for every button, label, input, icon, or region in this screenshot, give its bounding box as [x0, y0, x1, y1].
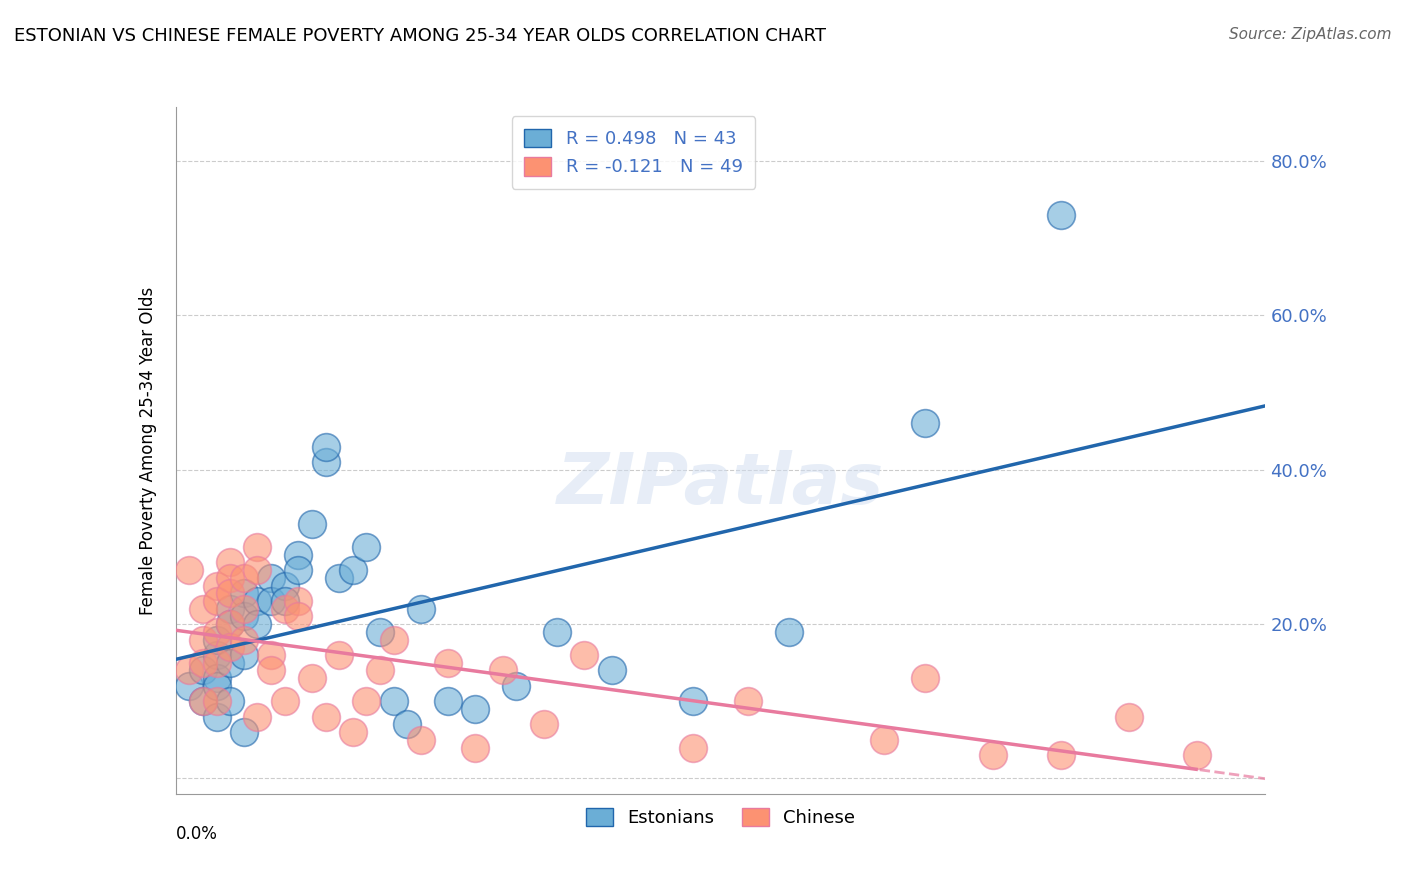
Point: [260, 594, 283, 608]
Point: [219, 571, 242, 585]
Point: [682, 694, 704, 708]
Point: [914, 417, 936, 431]
Point: [396, 717, 419, 731]
Point: [246, 563, 269, 577]
Point: [287, 609, 309, 624]
Point: [246, 540, 269, 554]
Point: [219, 617, 242, 632]
Point: [191, 694, 214, 708]
Point: [191, 656, 214, 670]
Point: [246, 617, 269, 632]
Point: [246, 709, 269, 723]
Point: [219, 640, 242, 655]
Legend: Estonians, Chinese: Estonians, Chinese: [574, 795, 868, 839]
Point: [232, 609, 254, 624]
Point: [1118, 709, 1140, 723]
Point: [232, 725, 254, 739]
Point: [205, 632, 228, 647]
Point: [219, 617, 242, 632]
Point: [191, 694, 214, 708]
Point: [219, 555, 242, 569]
Point: [260, 664, 283, 678]
Point: [356, 694, 378, 708]
Point: [437, 694, 460, 708]
Point: [464, 702, 486, 716]
Point: [205, 656, 228, 670]
Point: [382, 632, 405, 647]
Point: [287, 548, 309, 562]
Point: [205, 679, 228, 693]
Point: [274, 594, 297, 608]
Point: [328, 571, 350, 585]
Point: [232, 648, 254, 662]
Y-axis label: Female Poverty Among 25-34 Year Olds: Female Poverty Among 25-34 Year Olds: [139, 286, 157, 615]
Point: [274, 694, 297, 708]
Point: [1050, 748, 1073, 763]
Point: [409, 601, 432, 615]
Point: [437, 656, 460, 670]
Point: [1050, 208, 1073, 222]
Point: [342, 563, 364, 577]
Point: [179, 679, 201, 693]
Point: [205, 709, 228, 723]
Point: [464, 740, 486, 755]
Point: [873, 732, 896, 747]
Point: [1187, 748, 1209, 763]
Point: [505, 679, 527, 693]
Point: [368, 664, 391, 678]
Point: [232, 601, 254, 615]
Point: [315, 440, 337, 454]
Point: [778, 624, 800, 639]
Point: [600, 664, 623, 678]
Point: [301, 671, 323, 685]
Point: [232, 632, 254, 647]
Point: [301, 516, 323, 531]
Point: [205, 648, 228, 662]
Point: [274, 578, 297, 592]
Point: [260, 648, 283, 662]
Point: [219, 694, 242, 708]
Point: [260, 571, 283, 585]
Point: [232, 571, 254, 585]
Point: [409, 732, 432, 747]
Point: [179, 664, 201, 678]
Point: [205, 671, 228, 685]
Point: [342, 725, 364, 739]
Point: [356, 540, 378, 554]
Point: [287, 594, 309, 608]
Point: [315, 709, 337, 723]
Point: [232, 586, 254, 600]
Point: [191, 664, 214, 678]
Point: [219, 656, 242, 670]
Point: [274, 601, 297, 615]
Point: [205, 694, 228, 708]
Point: [682, 740, 704, 755]
Point: [533, 717, 555, 731]
Point: [246, 594, 269, 608]
Point: [205, 624, 228, 639]
Point: [981, 748, 1004, 763]
Point: [914, 671, 936, 685]
Point: [205, 594, 228, 608]
Text: Source: ZipAtlas.com: Source: ZipAtlas.com: [1229, 27, 1392, 42]
Text: ZIPatlas: ZIPatlas: [557, 450, 884, 519]
Point: [191, 632, 214, 647]
Point: [205, 578, 228, 592]
Point: [328, 648, 350, 662]
Point: [191, 601, 214, 615]
Point: [219, 601, 242, 615]
Point: [737, 694, 759, 708]
Point: [574, 648, 596, 662]
Text: ESTONIAN VS CHINESE FEMALE POVERTY AMONG 25-34 YEAR OLDS CORRELATION CHART: ESTONIAN VS CHINESE FEMALE POVERTY AMONG…: [14, 27, 827, 45]
Point: [368, 624, 391, 639]
Point: [179, 563, 201, 577]
Point: [315, 455, 337, 469]
Text: 0.0%: 0.0%: [176, 825, 218, 843]
Point: [382, 694, 405, 708]
Point: [546, 624, 568, 639]
Point: [219, 586, 242, 600]
Point: [287, 563, 309, 577]
Point: [492, 664, 515, 678]
